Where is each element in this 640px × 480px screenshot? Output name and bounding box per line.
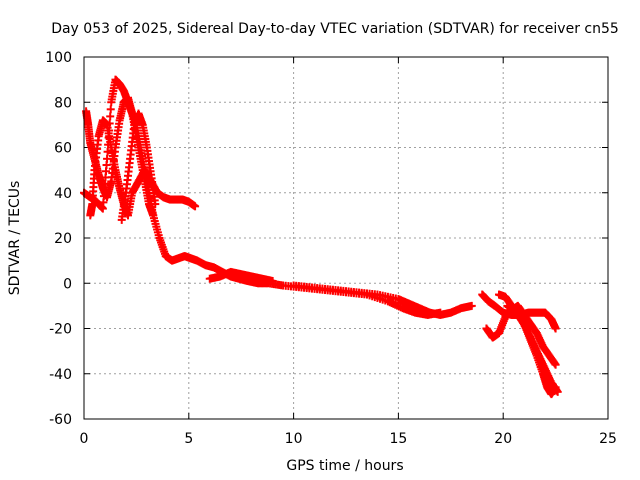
y-tick-label: 0 (63, 276, 72, 292)
series-track-e (205, 267, 277, 285)
data-point (106, 112, 115, 121)
y-tick-label: 100 (45, 50, 72, 66)
plot-frame (83, 56, 609, 420)
x-tick-label: 0 (80, 431, 89, 447)
x-tick-label: 25 (599, 431, 617, 447)
y-tick-label: -60 (49, 412, 72, 428)
x-tick-label: 10 (285, 431, 303, 447)
data-point (106, 105, 115, 114)
data-point (551, 324, 560, 333)
series-track-h (482, 301, 560, 369)
y-tick-label: 60 (54, 141, 72, 157)
y-tick-label: 40 (54, 186, 72, 202)
x-axis-ticks: 0 5 10 15 20 25 (80, 57, 617, 447)
data-point (151, 200, 160, 209)
series-track-f (289, 281, 476, 319)
y-axis-label: SDTVAR / TECUs (7, 181, 23, 296)
y-tick-label: -40 (49, 367, 72, 383)
data-point (103, 147, 112, 156)
data-point (149, 211, 158, 220)
x-tick-label: 15 (389, 431, 407, 447)
y-tick-label: -20 (49, 322, 72, 338)
data-point (467, 301, 476, 310)
x-axis-label: GPS time / hours (286, 458, 403, 474)
data-point (268, 276, 277, 285)
data-points (80, 75, 562, 399)
x-tick-label: 20 (494, 431, 512, 447)
chart-title: Day 053 of 2025, Sidereal Day-to-day VTE… (51, 21, 619, 37)
data-point (553, 387, 562, 396)
y-tick-label: 20 (54, 231, 72, 247)
data-point (191, 202, 200, 211)
y-tick-label: 80 (54, 95, 72, 111)
y-axis-ticks: -60 -40 -20 0 20 40 60 80 100 (45, 50, 608, 428)
data-point (551, 360, 560, 369)
series-track-d (117, 109, 160, 224)
series-track-j (503, 301, 562, 396)
grid-lines (84, 57, 608, 419)
x-tick-label: 5 (184, 431, 193, 447)
